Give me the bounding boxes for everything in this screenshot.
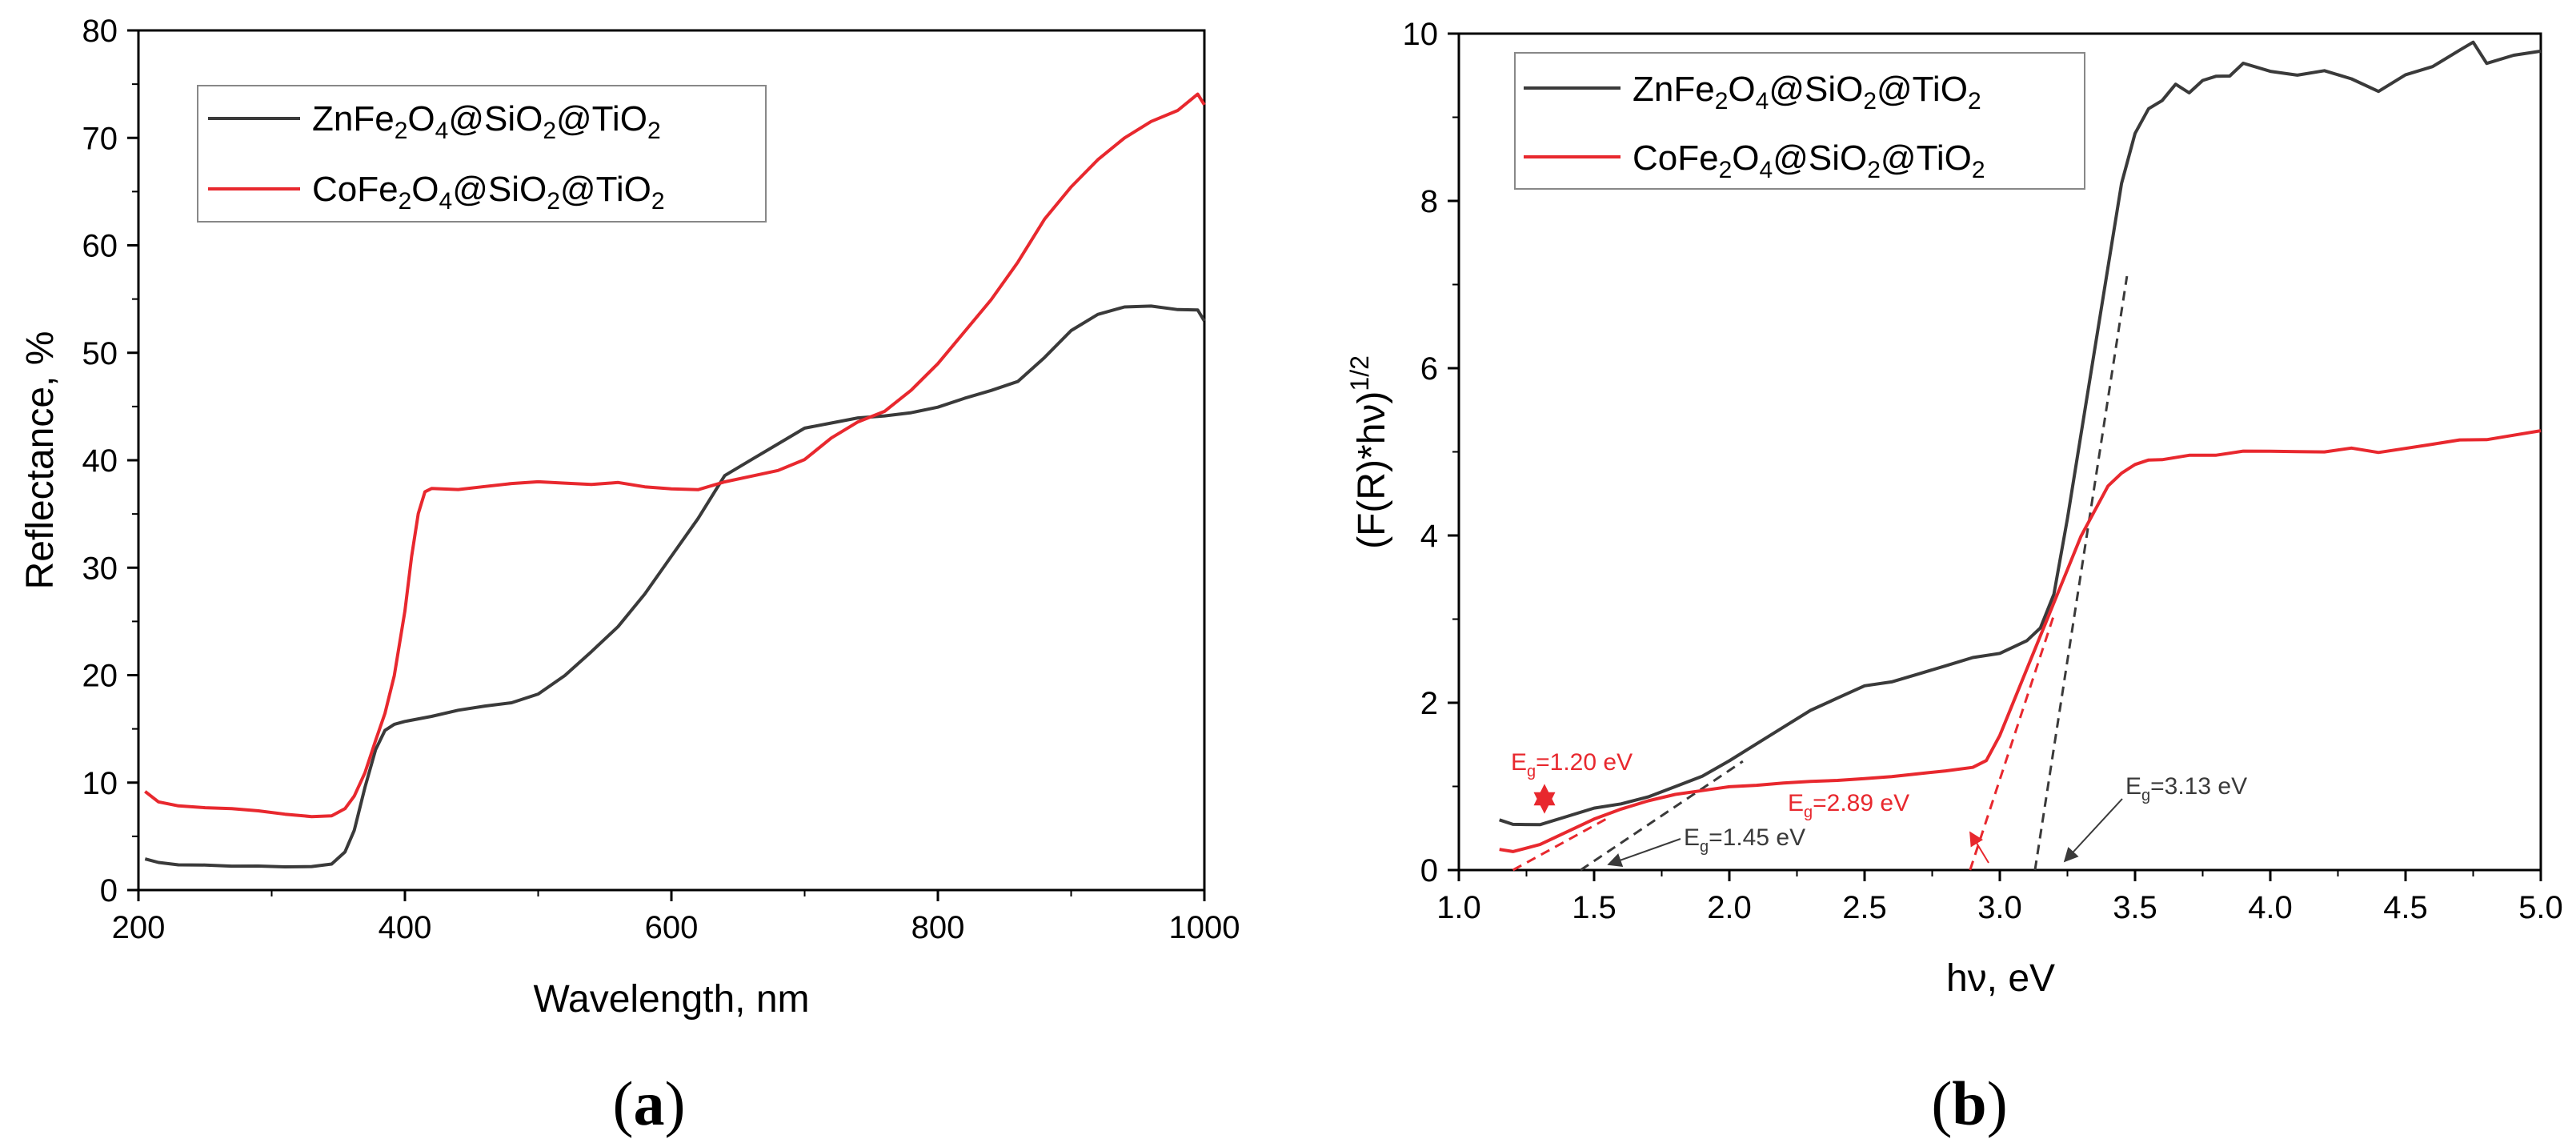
x-tick-label-b: 5.0 [2518,890,2563,925]
y-tick-label-b: 4 [1420,519,1438,554]
x-tick-label-b: 1.0 [1436,890,1481,925]
x-tick-label-a: 600 [645,910,699,945]
y-tick-label-a: 60 [82,229,118,264]
panel-label-b: (b) [1931,1069,2007,1138]
y-tick-label-b: 6 [1420,351,1438,387]
x-axis-title-a: Wavelength, nm [533,978,809,1021]
chart-tauc: 1.0 1.5 2.0 2.5 3.0 3.5 4.0 4.5 5.0 0 2 4 6 8 10 hν, e… [1345,17,2563,1138]
y-tick-label-a: 80 [82,14,118,49]
x-tick-label-b: 1.5 [1572,890,1617,925]
tangent-line-0 [1512,816,1608,872]
series-line-zn-a [144,304,1206,868]
x-tick-label-a: 200 [112,910,166,945]
label-eg-120: Eg=1.20 eV [1511,749,1633,780]
x-tick-label-b: 4.5 [2383,890,2428,925]
x-tick-label-b: 2.5 [1842,890,1887,925]
legend-a: ZnFe2O4@SiO2@TiO2 CoFe2O4@SiO2@TiO2 [197,85,767,223]
y-tick-label-a: 20 [82,659,118,694]
y-tick-label-a: 30 [82,551,118,586]
label-eg-289: Eg=2.89 eV [1788,790,1909,821]
chart-reflectance: 200 400 600 800 1000 0 10 20 30 40 50 60 70 80 Wavele… [19,14,1240,1138]
y-tick-label-a: 50 [82,336,118,371]
y-tick-label-a: 40 [82,443,118,479]
arrow-eg-145 [1607,838,1681,868]
legend-label-zn-a: ZnFe2O4@SiO2@TiO2 [312,99,661,144]
y-axis-title-a: Reflectance, % [19,331,62,590]
y-tick-label-b: 0 [1420,853,1438,888]
x-tick-label-b: 4.0 [2248,890,2293,925]
y-tick-label-a: 10 [82,766,118,801]
y-axis-title-b: (F(R)*hν)1/2 [1345,355,1393,549]
x-axis-title-b: hν, eV [1946,957,2055,1000]
label-eg-313: Eg=3.13 eV [2125,773,2247,804]
arrow-eg-313 [2063,798,2123,863]
y-tick-label-a: 0 [100,873,118,908]
y-tick-label-b: 8 [1420,184,1438,219]
y-tick-label-b: 2 [1420,686,1438,721]
legend-label-co-a: CoFe2O4@SiO2@TiO2 [312,170,665,215]
tangent-line-3 [2033,275,2129,871]
x-tick-label-b: 2.0 [1707,890,1752,925]
panel-label-a: (a) [613,1069,686,1138]
tangent-line-1 [1580,760,1744,872]
x-tick-label-a: 800 [911,910,965,945]
y-tick-label-a: 70 [82,121,118,156]
label-eg-145: Eg=1.45 eV [1684,824,1805,856]
legend-box-a [197,85,767,223]
x-tick-label-a: 400 [379,910,432,945]
x-tick-label-a: 1000 [1169,910,1240,945]
tangent-line-2 [1969,614,2056,871]
x-tick-label-b: 3.0 [1977,890,2022,925]
legend-box-b [1514,52,2085,190]
legend-label-zn-b: ZnFe2O4@SiO2@TiO2 [1633,70,1981,114]
annotation-eg-145: Eg=1.45 eV [1607,824,1805,868]
annotation-eg-289: Eg=2.89 eV [1788,790,1989,864]
annotation-eg-120: Eg=1.20 eV [1511,749,1633,814]
legend-b: ZnFe2O4@SiO2@TiO2 CoFe2O4@SiO2@TiO2 [1514,52,2085,190]
legend-label-co-b: CoFe2O4@SiO2@TiO2 [1633,138,1985,183]
series-line-zn-b [1499,40,2542,827]
arrow-eg-289 [1969,831,1989,864]
series-line-co-a [144,92,1206,819]
series-line-co-b [1499,429,2542,853]
y-tick-label-b: 10 [1403,17,1439,52]
annotation-eg-313: Eg=3.13 eV [2063,773,2247,863]
x-tick-label-b: 3.5 [2113,890,2157,925]
